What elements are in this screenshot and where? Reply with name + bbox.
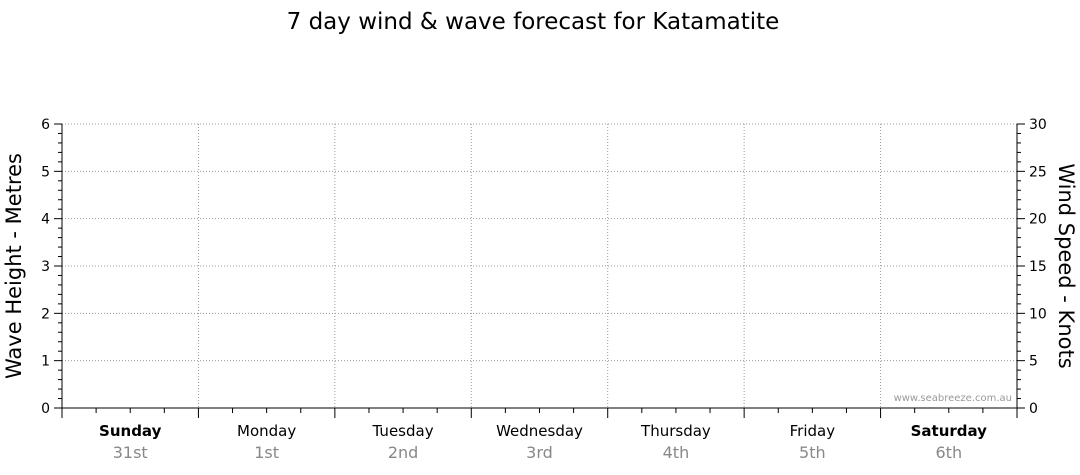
watermark: www.seabreeze.com.au [894, 393, 1012, 404]
day-name-label: Sunday [99, 422, 162, 440]
left-axis-title: Wave Height - Metres [2, 153, 26, 379]
left-tick-label: 0 [41, 401, 50, 417]
day-date-label: 6th [935, 443, 962, 462]
right-tick-label: 30 [1029, 117, 1047, 133]
day-name-label: Saturday [911, 422, 988, 440]
right-tick-label: 0 [1029, 401, 1038, 417]
left-tick-label: 6 [41, 117, 50, 133]
right-axis-title: Wind Speed - Knots [1054, 163, 1078, 368]
day-name-label: Thursday [640, 422, 711, 440]
chart-title: 7 day wind & wave forecast for Katamatit… [287, 9, 780, 35]
right-tick-label: 20 [1029, 212, 1047, 228]
left-tick-label: 5 [41, 164, 50, 180]
left-tick-label: 2 [41, 306, 50, 322]
day-name-label: Tuesday [372, 422, 434, 440]
day-date-label: 2nd [388, 443, 418, 462]
day-name-label: Friday [790, 422, 836, 440]
left-tick-label: 3 [41, 259, 50, 275]
gridlines [62, 123, 1017, 408]
day-date-label: 3rd [526, 443, 553, 462]
right-tick-label: 5 [1029, 354, 1038, 370]
day-date-label: 1st [254, 443, 279, 462]
left-tick-label: 4 [41, 212, 50, 228]
day-date-label: 4th [663, 443, 690, 462]
left-tick-label: 1 [41, 354, 50, 370]
axes [61, 124, 1018, 418]
day-name-label: Wednesday [496, 422, 583, 440]
right-tick-label: 25 [1029, 164, 1047, 180]
right-axis-ticks: 0 5 10 15 20 25 30 [1017, 117, 1047, 417]
right-tick-label: 15 [1029, 259, 1047, 275]
day-date-label: 31st [113, 443, 148, 462]
left-axis-ticks: 0 1 2 3 4 5 6 [41, 117, 62, 417]
day-name-label: Monday [237, 422, 296, 440]
day-date-label: 5th [799, 443, 826, 462]
day-labels: Sunday 31st Monday 1st Tuesday 2nd Wednesday 3r… [99, 422, 987, 462]
right-tick-label: 10 [1029, 306, 1047, 322]
